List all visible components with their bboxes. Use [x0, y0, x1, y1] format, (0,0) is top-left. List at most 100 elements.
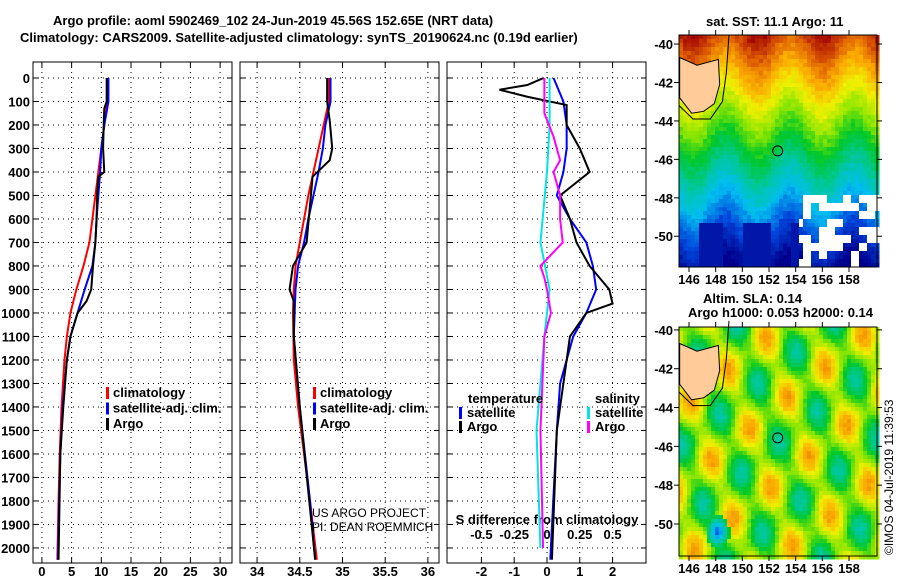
- map-cell: [823, 115, 828, 120]
- map-cell: [719, 335, 724, 340]
- map-cell: [707, 423, 712, 428]
- map-cell: [847, 435, 852, 440]
- map-cell: [775, 359, 780, 364]
- map-cell: [819, 363, 824, 368]
- map-cell: [863, 451, 868, 456]
- no-data-cell: [823, 235, 827, 239]
- map-cell: [827, 43, 832, 48]
- map-cell: [719, 423, 724, 428]
- map-cell: [691, 135, 696, 140]
- map-cell: [831, 251, 836, 256]
- map-cell: [799, 227, 804, 232]
- map-cell: [759, 127, 764, 132]
- map-cell: [827, 411, 832, 416]
- map-cell: [731, 463, 736, 468]
- map-cell: [843, 419, 848, 424]
- map-cell: [759, 451, 764, 456]
- series--climatology: [56, 77, 109, 560]
- map-cell: [715, 51, 720, 56]
- map-cell: [679, 247, 684, 252]
- map-cell: [751, 175, 756, 180]
- map-cell: [719, 339, 724, 344]
- map-cell: [847, 147, 852, 152]
- map-cell: [763, 419, 768, 424]
- x-tick-label: 10: [94, 564, 108, 579]
- map-cell: [855, 79, 860, 84]
- map-cell: [719, 219, 724, 224]
- map-cell: [723, 407, 728, 412]
- map-cell: [787, 51, 792, 56]
- map-cell: [763, 463, 768, 468]
- map-cell: [731, 167, 736, 172]
- map-cell: [739, 171, 744, 176]
- map-cell: [719, 371, 724, 376]
- map-cell: [791, 351, 796, 356]
- map-cell: [807, 447, 812, 452]
- map-cell: [731, 199, 736, 204]
- map-cell: [751, 227, 756, 232]
- map-cell: [835, 151, 840, 156]
- no-data-cell: [859, 215, 863, 219]
- map-cell: [775, 259, 780, 264]
- map-cell: [815, 43, 820, 48]
- map-cell: [839, 427, 844, 432]
- map-cell: [727, 395, 732, 400]
- map-cell: [747, 407, 752, 412]
- map-cell: [799, 83, 804, 88]
- map-cell: [683, 167, 688, 172]
- legend-swatch: [106, 402, 109, 415]
- map-cell: [807, 331, 812, 336]
- map-cell: [743, 423, 748, 428]
- map-cell: [739, 191, 744, 196]
- map-cell: [759, 131, 764, 136]
- map-cell: [859, 411, 864, 416]
- map-cell: [767, 227, 772, 232]
- map-cell: [863, 203, 868, 208]
- map-cell: [819, 63, 824, 68]
- x-tick-label: 20: [153, 564, 167, 579]
- map-cell: [747, 203, 752, 208]
- map-cell: [703, 263, 708, 268]
- map-cell: [855, 327, 860, 332]
- map-cell: [707, 159, 712, 164]
- map-cell: [719, 171, 724, 176]
- map-cell: [707, 239, 712, 244]
- map-cell: [699, 427, 704, 432]
- map-cell: [747, 215, 752, 220]
- map-cell: [695, 231, 700, 236]
- map-cell: [871, 91, 876, 96]
- map-cell: [771, 215, 776, 220]
- no-data-cell: [871, 199, 875, 203]
- map-cell: [783, 387, 788, 392]
- map-cell: [827, 259, 832, 264]
- map-cell: [767, 107, 772, 112]
- map-cell: [787, 355, 792, 360]
- map-cell: [863, 351, 868, 356]
- map-cell: [707, 131, 712, 136]
- map-cell: [707, 223, 712, 228]
- map-cell: [759, 107, 764, 112]
- map-cell: [819, 419, 824, 424]
- map-cell: [727, 67, 732, 72]
- map-cell: [839, 39, 844, 44]
- map-cell: [863, 447, 868, 452]
- map-cell: [831, 139, 836, 144]
- map-cell: [739, 371, 744, 376]
- map-cell: [763, 163, 768, 168]
- map-cell: [811, 55, 816, 60]
- map-cell: [795, 127, 800, 132]
- map-cell: [743, 87, 748, 92]
- map-cell: [835, 399, 840, 404]
- map-cell: [699, 455, 704, 460]
- map-cell: [823, 75, 828, 80]
- map-cell: [751, 235, 756, 240]
- map-cell: [779, 147, 784, 152]
- map-cell: [787, 211, 792, 216]
- map-cell: [815, 423, 820, 428]
- map-cell: [847, 215, 852, 220]
- map-cell: [755, 67, 760, 72]
- map-cell: [823, 155, 828, 160]
- map-cell: [867, 179, 872, 184]
- map-cell: [731, 231, 736, 236]
- map-cell: [755, 127, 760, 132]
